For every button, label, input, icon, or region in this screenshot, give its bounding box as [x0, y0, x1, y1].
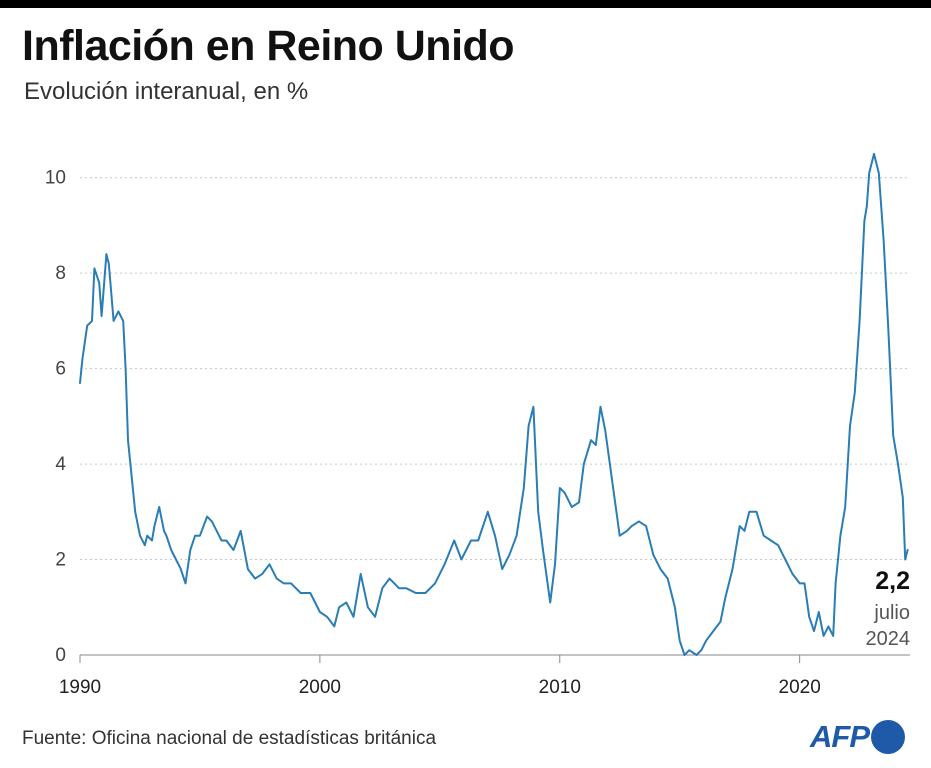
annotation-group: 2,2 julio 2024	[866, 567, 911, 650]
y-tick-label: 4	[55, 454, 66, 475]
afp-logo: AFP	[810, 718, 905, 756]
y-tick-label: 6	[55, 359, 66, 380]
x-tick-label: 2000	[299, 677, 341, 698]
chart-subtitle: Evolución interanual, en %	[24, 78, 309, 105]
x-tick-labels: 1990 2000 2010 2020	[59, 655, 821, 698]
afp-logo-dot	[871, 720, 905, 754]
source-note: Fuente: Oficina nacional de estadísticas…	[22, 728, 437, 749]
x-tick-label: 1990	[59, 677, 101, 698]
y-tick-label: 8	[55, 263, 66, 284]
top-bar	[0, 0, 931, 8]
y-tick-label: 0	[55, 645, 66, 666]
chart-title: Inflación en Reino Unido	[22, 22, 515, 70]
y-tick-labels: 0 2 4 6 8 10	[45, 168, 67, 666]
series-line	[79, 152, 909, 656]
series-group	[79, 152, 909, 656]
afp-logo-text: AFP	[810, 719, 870, 754]
y-tick-label: 2	[55, 550, 66, 571]
annotation-value: 2,2	[875, 567, 910, 595]
gridlines	[80, 177, 910, 656]
annotation-month: julio	[873, 602, 910, 624]
line-chart: 0 2 4 6 8 10 1990 2000 2010 2020 2,2 julio 2024	[45, 152, 911, 698]
annotation-year: 2024	[866, 628, 911, 650]
x-tick-label: 2020	[779, 677, 821, 698]
x-tick-label: 2010	[539, 677, 581, 698]
y-tick-label: 10	[45, 168, 66, 189]
